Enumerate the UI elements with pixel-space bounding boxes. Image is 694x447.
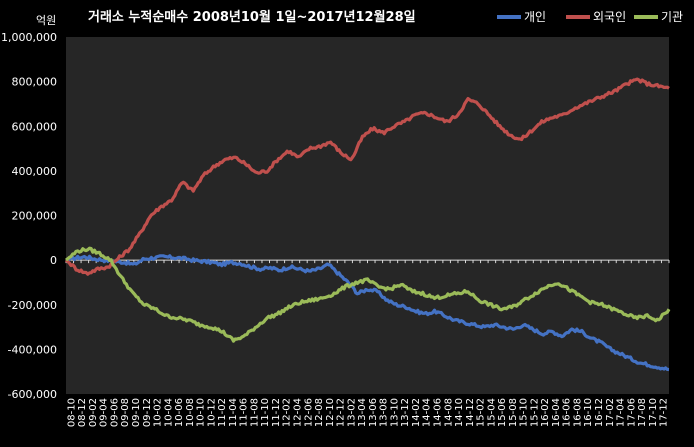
series-line (64, 77, 670, 276)
x-tick-label: 15-02 (476, 398, 487, 427)
x-tick-label: 10-06 (174, 398, 185, 427)
y-axis-unit: 억원 (36, 14, 56, 27)
legend-label: 기관 (661, 10, 683, 24)
x-tick-label: 14-08 (443, 398, 454, 427)
legend: 개인 외국인 기관 (497, 10, 683, 24)
y-tick-label: 0 (50, 254, 57, 267)
x-tick-label: 10-02 (153, 398, 164, 427)
x-tick-label: 12-10 (325, 398, 336, 427)
x-tick-label: 15-04 (486, 398, 497, 427)
x-tick-label: 12-02 (282, 398, 293, 427)
x-tick-label: 16-10 (583, 398, 594, 427)
y-tick-label: -400,000 (8, 343, 57, 356)
x-tick-label: 17-08 (637, 398, 648, 427)
x-tick-label: 10-10 (196, 398, 207, 427)
series-line (65, 246, 671, 343)
x-tick-label: 13-08 (379, 398, 390, 427)
x-tick-label: 17-04 (616, 398, 627, 427)
x-tick-label: 14-02 (411, 398, 422, 427)
y-tick-label: 400,000 (12, 165, 58, 178)
x-tick-label: 13-12 (400, 398, 411, 427)
x-tick-label: 12-04 (293, 398, 304, 427)
x-tick-label: 09-08 (120, 398, 131, 427)
x-tick-label: 15-06 (497, 398, 508, 427)
x-tick-label: 11-06 (239, 398, 250, 427)
x-tick-label: 11-12 (271, 398, 282, 427)
x-tick-label: 17-12 (659, 398, 670, 427)
x-tick-label: 11-02 (217, 398, 228, 427)
y-tick-label: -200,000 (8, 299, 57, 312)
x-tick-label: 11-08 (249, 398, 260, 427)
x-tick-label: 10-04 (163, 398, 174, 427)
x-tick-label: 08-12 (77, 398, 88, 427)
x-tick-label: 16-02 (540, 398, 551, 427)
legend-label: 외국인 (593, 10, 626, 24)
x-tick-label: 17-02 (605, 398, 616, 427)
series-lines (64, 77, 671, 372)
x-tick-label: 16-08 (572, 398, 583, 427)
x-tick-label: 15-08 (508, 398, 519, 427)
y-tick-label: -600,000 (8, 388, 57, 401)
x-axis-ticks: 08-10 08-12 09-02 09-04 09-06 09-08 09-10 09-12… (66, 398, 669, 427)
x-tick-label: 09-04 (99, 398, 110, 427)
x-tick-label: 14-12 (465, 398, 476, 427)
x-tick-label: 08-10 (66, 398, 77, 427)
x-tick-label: 15-12 (529, 398, 540, 427)
y-tick-label: 200,000 (12, 210, 58, 223)
y-axis-ticks: 1,000,000 800,000 600,000 400,000 200,000 0 -2… (1, 31, 57, 401)
x-tick-label: 09-06 (109, 398, 120, 427)
y-tick-label: 600,000 (12, 120, 58, 133)
x-tick-label: 09-02 (88, 398, 99, 427)
x-tick-label: 10-08 (185, 398, 196, 427)
x-tick-label: 14-10 (454, 398, 465, 427)
x-tick-label: 13-02 (346, 398, 357, 427)
x-tick-label: 13-10 (389, 398, 400, 427)
x-tick-label: 11-10 (260, 398, 271, 427)
x-tick-label: 13-04 (357, 398, 368, 427)
x-tick-label: 12-06 (303, 398, 314, 427)
x-tick-label: 16-06 (562, 398, 573, 427)
x-tick-label: 13-06 (368, 398, 379, 427)
series-line (65, 254, 670, 372)
x-tick-label: 09-12 (142, 398, 153, 427)
zero-line-group (65, 259, 670, 264)
x-tick-label: 16-12 (594, 398, 605, 427)
x-tick-label: 17-06 (626, 398, 637, 427)
y-tick-label: 1,000,000 (1, 31, 57, 44)
x-tick-label: 17-10 (648, 398, 659, 427)
legend-label: 개인 (524, 10, 546, 24)
x-tick-label: 14-06 (432, 398, 443, 427)
chart-title: 거래소 누적순매수 2008년10월 1일~2017년12월28일 (88, 9, 416, 25)
x-tick-label: 12-08 (314, 398, 325, 427)
x-tick-label: 14-04 (422, 398, 433, 427)
x-tick-label: 12-12 (336, 398, 347, 427)
x-tick-label: 11-04 (228, 398, 239, 427)
y-tick-label: 800,000 (12, 76, 58, 89)
x-tick-label: 09-10 (131, 398, 142, 427)
x-tick-label: 10-12 (206, 398, 217, 427)
x-tick-label: 15-10 (519, 398, 530, 427)
x-tick-label: 16-04 (551, 398, 562, 427)
plot-area (66, 37, 669, 394)
